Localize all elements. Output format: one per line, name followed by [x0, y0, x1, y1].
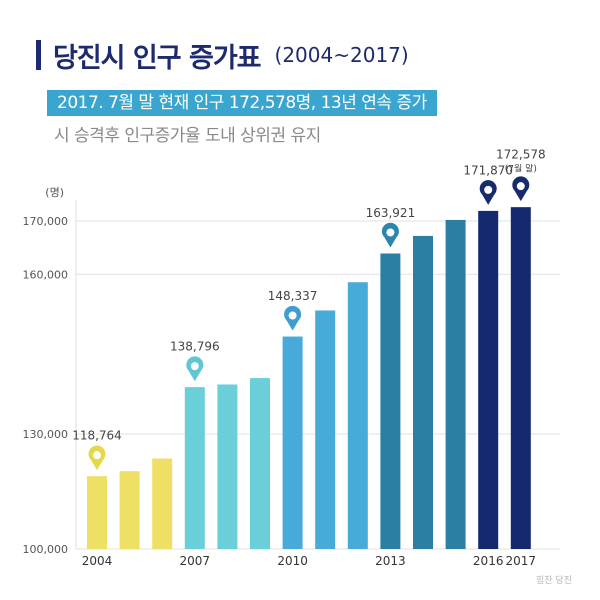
bar-2013	[380, 253, 401, 550]
title-accent-bar	[36, 40, 41, 70]
x-tick-label: 2007	[180, 554, 211, 568]
y-unit-label: (명)	[45, 186, 64, 199]
title-block: 당진시 인구 증가표 (2004~2017)	[36, 38, 409, 74]
data-label-note: (7월 말)	[505, 163, 537, 175]
y-tick-label: 170,000	[23, 215, 69, 228]
watermark-logo: 힘찬 당진	[536, 576, 572, 586]
map-pin-hole	[516, 182, 525, 191]
bar-2004	[87, 476, 107, 549]
bar-2015	[445, 219, 466, 549]
data-label: 148,337	[268, 289, 318, 303]
bar-2012	[347, 282, 368, 549]
highlight-banner: 2017. 7월 말 현재 인구 172,578명, 13년 연속 증가	[47, 90, 437, 116]
data-label: 172,578	[496, 148, 546, 162]
x-tick-label: 2004	[82, 554, 113, 568]
x-tick-label: 2010	[277, 554, 308, 568]
bar-2009	[250, 378, 270, 549]
page-title: 당진시 인구 증가표	[53, 42, 262, 74]
bar-2014	[413, 235, 433, 549]
x-tick-label: 2017	[506, 554, 537, 568]
subtitle-text: 시 승격후 인구증가율 도내 상위권 유지	[54, 126, 321, 146]
map-pin-hole	[386, 228, 395, 237]
bar-2006	[152, 458, 173, 549]
bar-2007	[184, 387, 205, 549]
title-range: (2004~2017)	[274, 43, 409, 67]
map-pin-hole	[190, 362, 199, 371]
map-pin-hole	[484, 185, 493, 194]
data-label: 163,921	[366, 206, 416, 220]
data-label: 138,796	[170, 340, 220, 354]
bar-2017	[510, 207, 531, 549]
bar-2005	[119, 471, 140, 549]
x-tick-label: 2016	[473, 554, 504, 568]
bar-2008	[217, 384, 238, 549]
data-label: 171,870	[463, 163, 513, 177]
y-tick-label: 100,000	[23, 543, 69, 556]
x-tick-label: 2013	[375, 554, 406, 568]
data-label: 118,764	[72, 429, 122, 443]
bar-2010	[282, 336, 303, 549]
bar-2016	[478, 210, 499, 549]
bar-2011	[315, 310, 336, 549]
y-tick-label: 130,000	[23, 428, 69, 441]
map-pin-hole	[93, 451, 101, 460]
y-tick-label: 160,000	[23, 268, 69, 281]
map-pin-hole	[288, 311, 297, 320]
